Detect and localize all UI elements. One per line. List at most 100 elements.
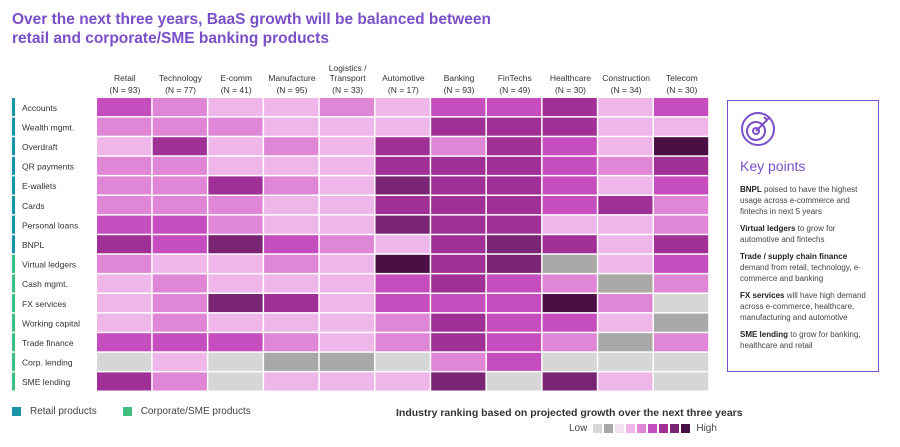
heatmap-cell xyxy=(598,117,653,136)
heatmap-cell xyxy=(431,352,486,371)
heatmap-cell xyxy=(264,117,319,136)
heatmap-cell xyxy=(97,137,152,156)
heatmap-cell xyxy=(152,274,207,293)
heatmap-cell xyxy=(264,137,319,156)
heatmap-cell xyxy=(654,372,709,391)
heatmap-cell xyxy=(654,117,709,136)
heatmap-cell xyxy=(542,235,597,254)
heatmap-cell xyxy=(375,98,430,117)
heatmap-cell xyxy=(152,117,207,136)
column-header: Technology xyxy=(159,73,203,83)
heatmap-cell xyxy=(431,176,486,195)
retail-swatch xyxy=(12,407,21,416)
heatmap-cell xyxy=(152,235,207,254)
heatmap-cell xyxy=(97,156,152,175)
row-group-bar xyxy=(12,352,15,371)
heatmap-cell xyxy=(264,235,319,254)
column-n-label: (N = 77) xyxy=(165,85,196,95)
heatmap-cell xyxy=(208,254,263,273)
heatmap-cell xyxy=(542,117,597,136)
heatmap-cell xyxy=(208,98,263,117)
heatmap-cell xyxy=(152,333,207,352)
key-point-bold: SME lending xyxy=(740,330,788,339)
heatmap-cell xyxy=(654,333,709,352)
row-label: Personal loans xyxy=(22,220,78,230)
column-header: Automotive xyxy=(382,73,425,83)
heatmap-cell xyxy=(486,274,542,293)
column-header: Healthcare xyxy=(550,73,591,83)
heatmap-cell xyxy=(208,372,263,391)
heatmap-cell xyxy=(319,254,374,273)
heatmap-cell xyxy=(152,372,207,391)
heatmap-cell xyxy=(431,254,486,273)
heatmap-cell xyxy=(264,352,319,371)
heatmap-cell xyxy=(319,117,374,136)
heatmap-cell xyxy=(542,274,597,293)
key-points-panel: Key points BNPL poised to have the highe… xyxy=(727,100,879,372)
heatmap-cell xyxy=(97,294,152,313)
heatmap-cell xyxy=(319,235,374,254)
key-points-list: BNPL poised to have the highest usage ac… xyxy=(740,184,866,351)
page-title: Over the next three years, BaaS growth w… xyxy=(12,11,491,47)
row-group-bar xyxy=(12,156,15,175)
heatmap-cell xyxy=(598,352,653,371)
heatmap-cell xyxy=(654,313,709,332)
heatmap-cell xyxy=(542,215,597,234)
heatmap-cell xyxy=(264,274,319,293)
key-point-text: demand from retail, technology, e-commer… xyxy=(740,263,861,283)
key-point-bold: BNPL xyxy=(740,185,762,194)
heatmap-cell xyxy=(654,137,709,156)
row-label: Trade finance xyxy=(22,338,74,348)
heatmap-cell xyxy=(208,137,263,156)
heatmap-cell xyxy=(431,333,486,352)
heatmap-cell xyxy=(542,372,597,391)
key-point-bold: Trade / supply chain finance xyxy=(740,252,848,261)
key-point-item: BNPL poised to have the highest usage ac… xyxy=(740,184,866,217)
column-header: Logistics / xyxy=(329,63,367,73)
key-point-text: poised to have the highest usage across … xyxy=(740,185,858,216)
heatmap-cell xyxy=(598,333,653,352)
heatmap-cell xyxy=(319,137,374,156)
row-group-bar xyxy=(12,98,15,117)
heatmap-cell xyxy=(97,176,152,195)
row-group-bar xyxy=(12,235,15,254)
heatmap-cell xyxy=(486,98,542,117)
heatmap-cell xyxy=(542,313,597,332)
column-n-label: (N = 34) xyxy=(611,85,642,95)
column-n-label: (N = 49) xyxy=(499,85,530,95)
heatmap-cell xyxy=(598,274,653,293)
heatmap-cell xyxy=(97,235,152,254)
scale-square xyxy=(648,424,658,433)
row-group-bar xyxy=(12,372,15,391)
corporate-swatch xyxy=(122,407,132,416)
column-header: Manufacture xyxy=(268,73,316,83)
row-label: SME lending xyxy=(22,377,70,387)
heatmap-cell xyxy=(152,294,207,313)
heatmap-cell xyxy=(264,176,319,195)
row-label: Accounts xyxy=(22,103,57,113)
scale-low-label: Low xyxy=(569,423,588,434)
heatmap-cell xyxy=(152,176,207,195)
scale-square xyxy=(604,424,614,433)
row-label: BNPL xyxy=(22,240,44,250)
heatmap-cell xyxy=(264,333,319,352)
heatmap-cell xyxy=(375,215,430,234)
legend-item-corporate: Corporate/SME products xyxy=(122,406,251,417)
column-n-label: (N = 95) xyxy=(276,85,307,95)
scale-square xyxy=(659,424,669,433)
heatmap-cell xyxy=(208,274,263,293)
heatmap-cell xyxy=(375,333,430,352)
heatmap-cell xyxy=(152,137,207,156)
heatmap-cell xyxy=(431,98,486,117)
row-label: E-wallets xyxy=(22,181,56,191)
column-n-label: (N = 41) xyxy=(221,85,252,95)
heatmap-cell xyxy=(375,176,430,195)
heatmap-cell xyxy=(375,156,430,175)
heatmap-cell xyxy=(97,274,152,293)
heatmap-cell xyxy=(97,215,152,234)
legend-item-retail: Retail products xyxy=(12,406,97,417)
row-label: Wealth mgmt. xyxy=(22,122,74,132)
heatmap-cell xyxy=(431,274,486,293)
heatmap-cell xyxy=(654,352,709,371)
heatmap-cell xyxy=(486,254,542,273)
